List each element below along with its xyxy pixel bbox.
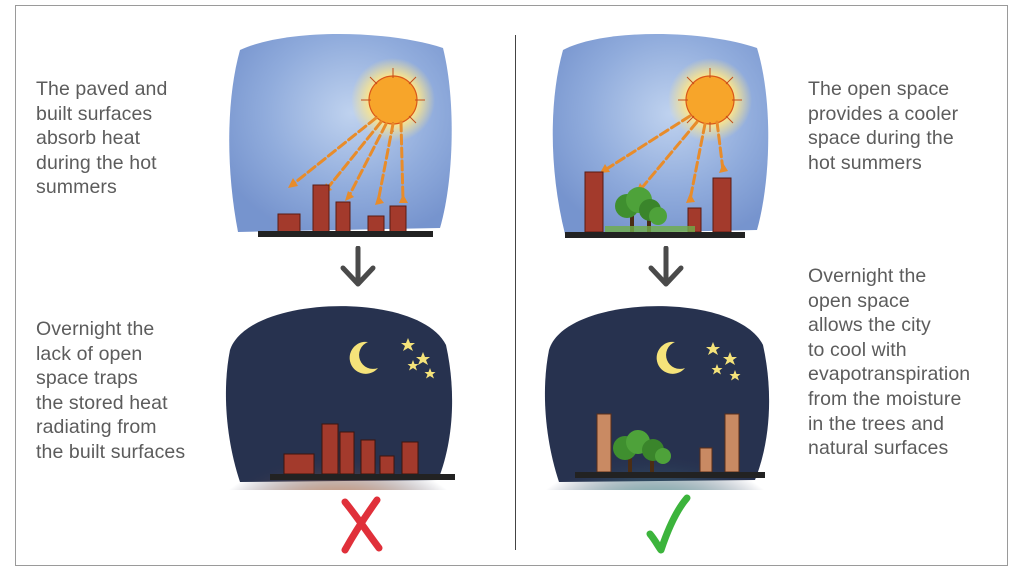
stars-icon [401,338,436,379]
cross-icon [339,496,385,559]
buildings [283,423,419,475]
check-icon [645,494,691,561]
moon-icon [656,341,685,374]
down-arrow-icon [338,245,378,295]
caption-day-open: The open space provides a cooler space d… [808,78,959,174]
heat-rays [603,114,725,202]
sun-icon [668,58,752,142]
illustration-day-open [535,20,775,245]
heat-rays [290,116,405,204]
illustration-night-built [218,290,458,490]
buildings [596,413,740,473]
tree-icon [615,187,667,232]
buildings [277,184,407,233]
illustration-night-open [535,290,775,490]
center-divider [515,35,516,550]
caption-day-built: The paved and built surfaces absorb heat… [36,78,168,199]
tree-icon [613,430,671,472]
down-arrow-icon [646,245,686,295]
buildings [584,171,732,233]
moon-icon [349,341,378,374]
caption-night-open: Overnight the open space allows the city… [808,265,971,460]
diagram-frame [15,5,1008,566]
caption-night-built: Overnight the lack of open space traps t… [36,318,186,463]
stars-icon [706,342,741,381]
illustration-day-built [218,20,458,245]
